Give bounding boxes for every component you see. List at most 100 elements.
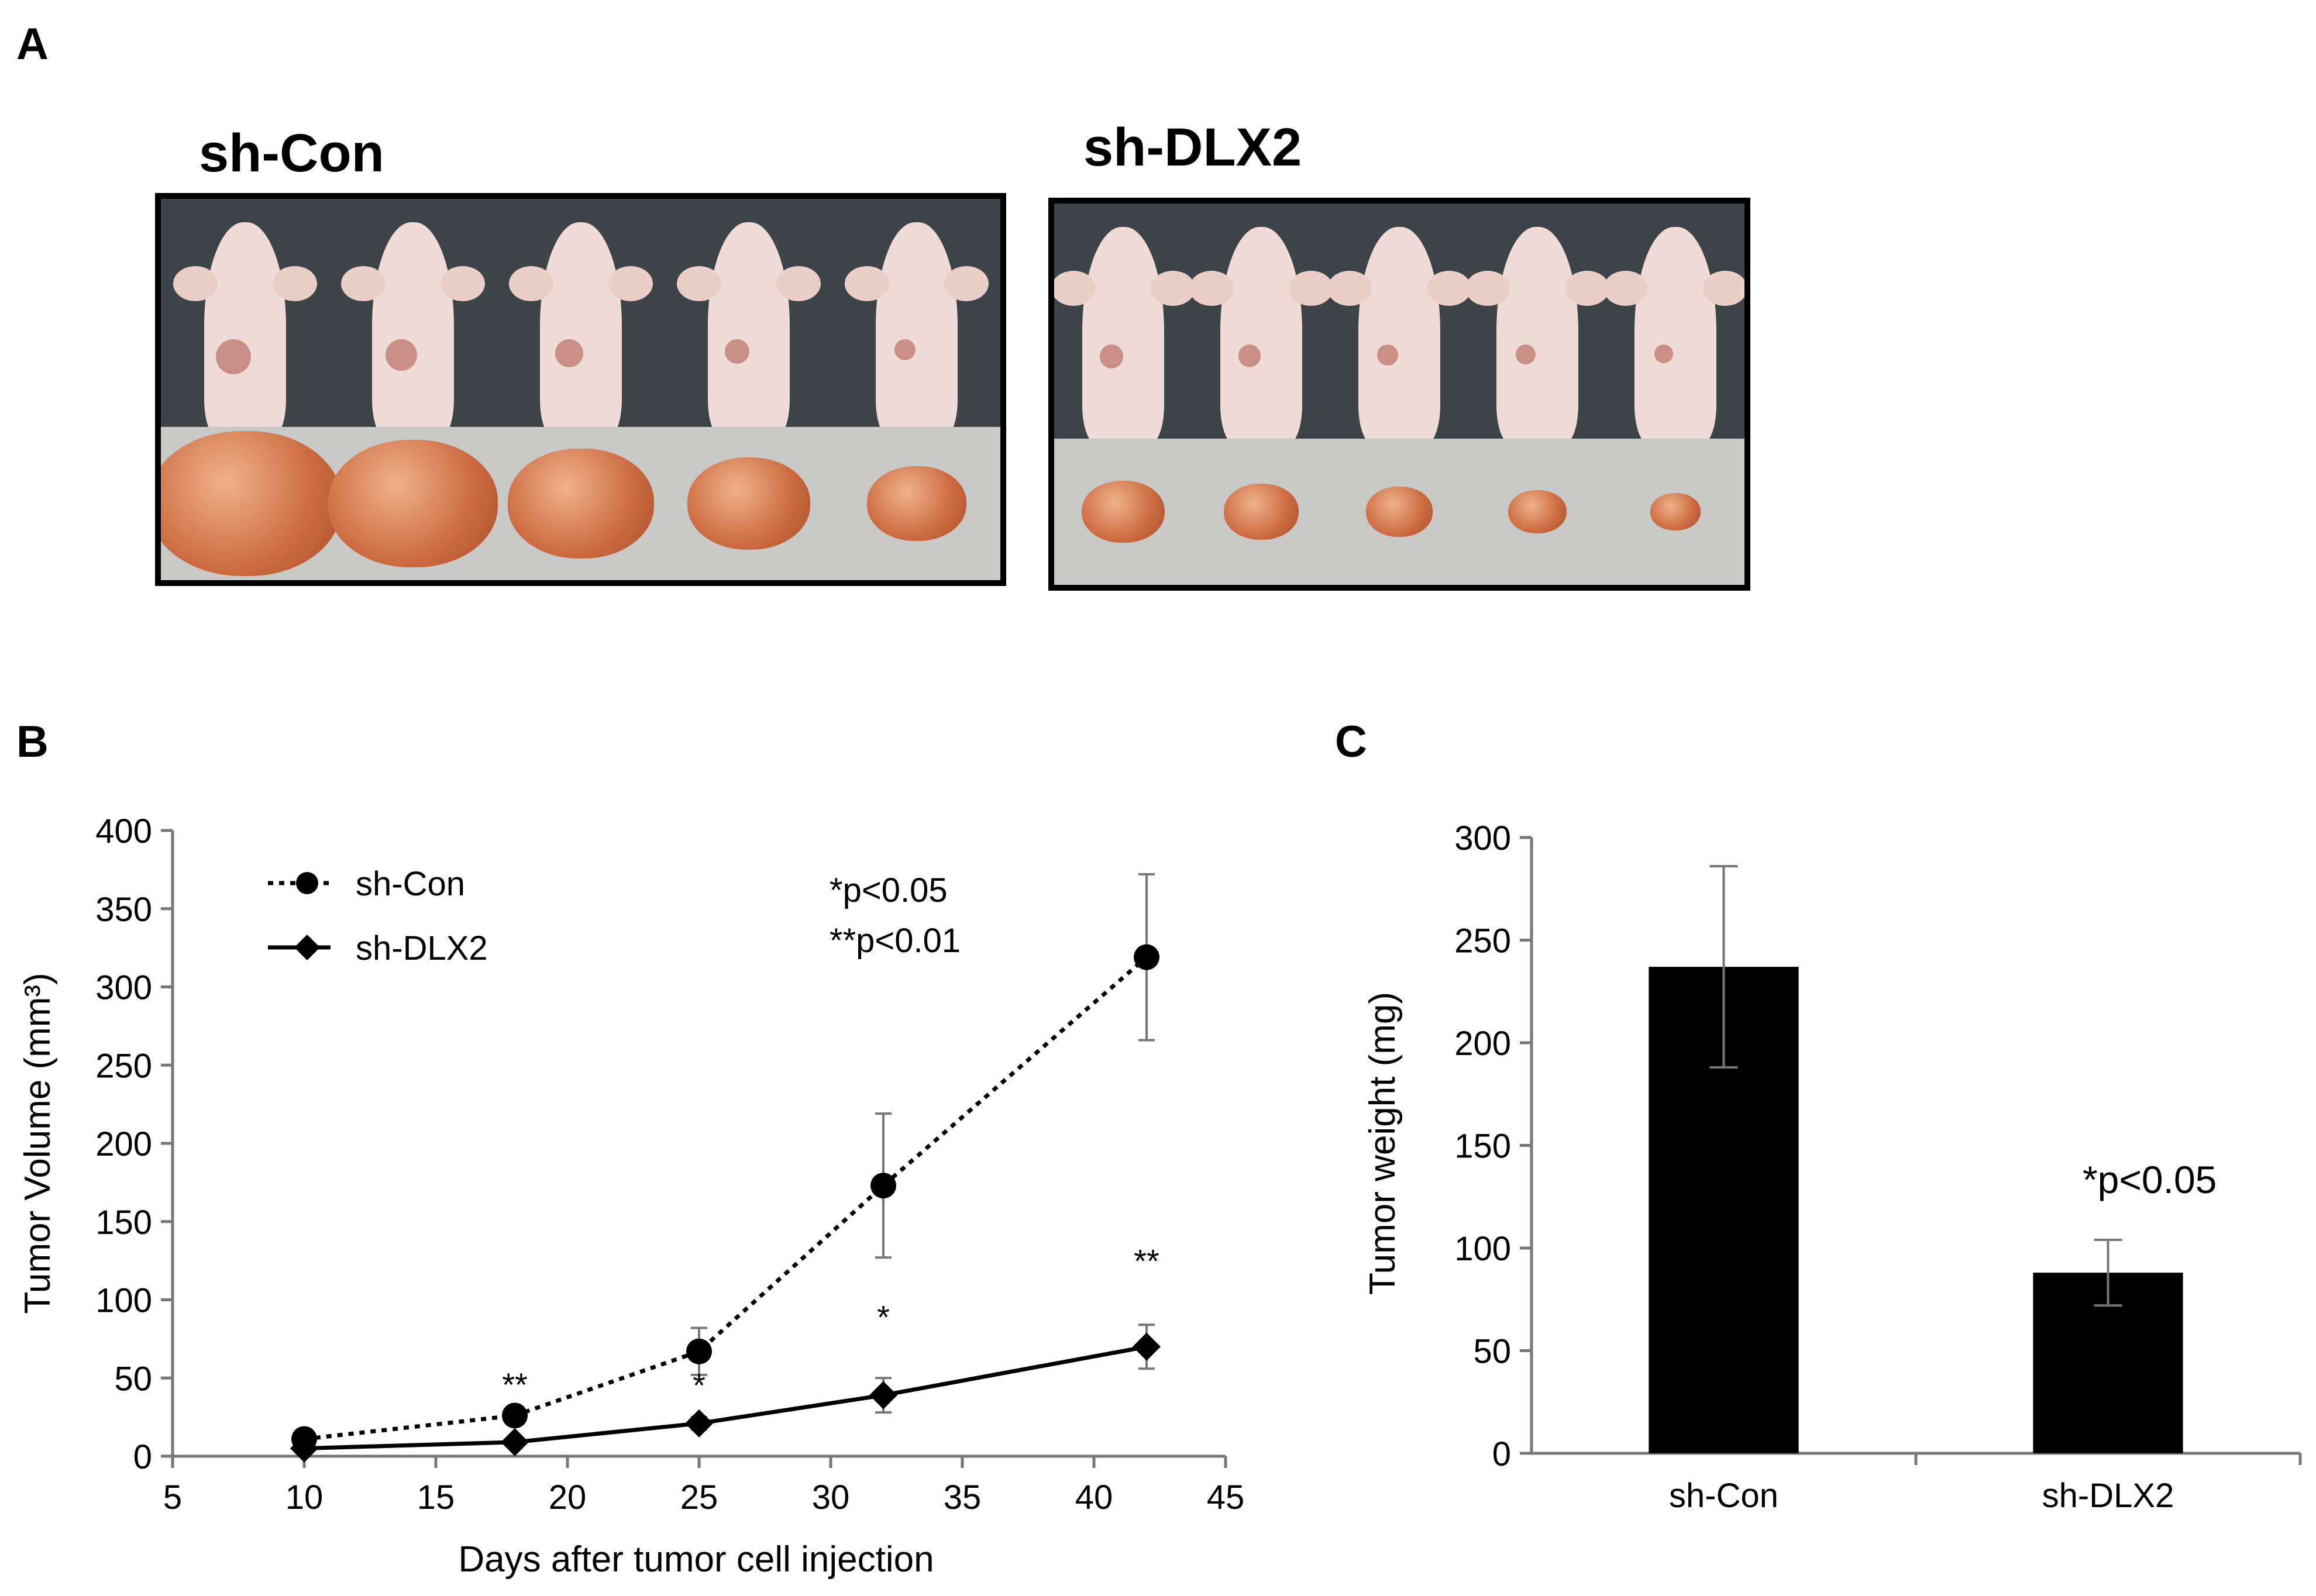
volume-x-tick-label: 20 <box>549 1478 587 1516</box>
data-point-sh-dlx2 <box>501 1428 529 1456</box>
mouse-ear <box>776 266 821 301</box>
volume-x-tick-label: 30 <box>812 1478 850 1516</box>
excised-tumor <box>328 440 498 567</box>
tumor-lesion <box>1099 344 1124 368</box>
data-point-sh-con <box>870 1173 896 1199</box>
mouse-ear <box>440 266 485 301</box>
data-point-sh-con <box>1134 944 1159 970</box>
volume-y-tick-label: 150 <box>95 1204 152 1242</box>
significance-mark: * <box>693 1367 706 1404</box>
volume-y-axis-title: Tumor Volume (mm³) <box>18 973 58 1314</box>
weight-chart: 0 50 100 150 200 250 300 sh-Con sh-DLX2 Tumor w… <box>1362 819 2302 1515</box>
volume-y-tick-label: 400 <box>95 812 152 850</box>
mouse-ear <box>173 266 218 301</box>
tumor-lesion <box>1654 344 1674 364</box>
mouse-ear <box>944 266 989 301</box>
tumors-photo-sh-con <box>161 427 1000 580</box>
data-point-sh-dlx2 <box>290 1434 318 1463</box>
tumor-lesion <box>1376 344 1399 366</box>
mouse <box>1634 227 1716 444</box>
excised-tumor <box>1508 490 1567 534</box>
data-point-sh-dlx2 <box>685 1409 713 1438</box>
mouse-ear <box>340 266 386 301</box>
data-point-sh-con <box>686 1338 712 1364</box>
volume-x-tick-label: 25 <box>680 1478 718 1516</box>
volume-x-tick-label: 10 <box>285 1478 324 1516</box>
volume-y-tick-label: 350 <box>95 891 152 929</box>
volume-y-tick-label: 300 <box>95 969 152 1007</box>
legend-marker-sh-dlx2 <box>294 935 320 960</box>
category-label-sh-dlx2: sh-DLX2 <box>2042 1477 2174 1515</box>
weight-y-tick-label: 150 <box>1454 1128 1511 1166</box>
weight-y-axis-title: Tumor weight (mg) <box>1362 992 1403 1295</box>
mouse <box>204 222 286 439</box>
volume-x-tick-label: 40 <box>1075 1478 1113 1516</box>
weight-y-tick-label: 100 <box>1454 1230 1511 1268</box>
excised-tumor <box>161 431 342 576</box>
mice-photo-sh-con <box>161 199 1000 439</box>
excised-tumor <box>507 449 654 559</box>
excised-tumor <box>866 466 966 541</box>
mouse-ear <box>508 266 553 301</box>
tumor-lesion <box>724 339 749 364</box>
mouse-ear <box>1327 271 1372 306</box>
volume-y-tick-label: 50 <box>114 1360 152 1398</box>
volume-x-tick-label: 45 <box>1207 1478 1245 1516</box>
excised-tumor <box>1224 484 1299 540</box>
mouse-ear <box>1703 271 1744 306</box>
weight-annotation: *p<0.05 <box>2083 1158 2217 1201</box>
tumor-lesion <box>894 339 916 360</box>
excised-tumor <box>687 457 810 550</box>
panel-label-b: B <box>16 717 49 767</box>
volume-legend: sh-Con sh-DLX2 <box>268 865 488 967</box>
weight-y-tick-label: 300 <box>1454 819 1511 857</box>
volume-x-tick-label: 15 <box>417 1478 455 1516</box>
mouse-ear <box>676 266 721 301</box>
mouse <box>707 222 790 439</box>
group-label-sh-con: sh-Con <box>199 123 384 183</box>
mouse-ear <box>1465 271 1510 306</box>
panel-label-c: C <box>1335 717 1367 767</box>
mouse-ear <box>1603 271 1648 306</box>
mouse <box>1082 227 1164 444</box>
significance-mark: ** <box>1134 1242 1159 1279</box>
tumor-lesion <box>215 339 251 374</box>
weight-y-tick-label: 0 <box>1492 1435 1511 1473</box>
data-point-sh-con <box>502 1402 528 1429</box>
significance-mark: ** <box>502 1366 528 1403</box>
legend-label-sh-con: sh-Con <box>356 865 465 903</box>
volume-chart: 0 50 100 150 200 250 300 350 400 5 10 15 20 25 30 35 40… <box>18 812 1244 1580</box>
volume-y-tick-label: 100 <box>95 1282 152 1320</box>
tumor-lesion <box>555 339 583 367</box>
mouse <box>1220 227 1302 444</box>
mouse <box>1358 227 1440 444</box>
mouse-ear <box>1189 271 1234 306</box>
mouse-ear <box>608 266 653 301</box>
tumors-photo-sh-dlx2 <box>1054 439 1744 585</box>
mouse-ear <box>1151 271 1195 306</box>
mouse-ear <box>1289 271 1333 306</box>
significance-mark: * <box>877 1298 890 1335</box>
mouse-ear <box>1427 271 1471 306</box>
tumor-lesion <box>385 339 417 371</box>
series-line-sh-dlx2 <box>304 1345 1147 1451</box>
category-label-sh-con: sh-Con <box>1669 1477 1778 1515</box>
tumor-lesion <box>1515 344 1536 365</box>
mouse-ear <box>844 266 889 301</box>
excised-tumor <box>1650 492 1701 531</box>
legend-marker-sh-con <box>296 872 318 894</box>
weight-y-tick-label: 50 <box>1473 1333 1511 1371</box>
legend-label-sh-dlx2: sh-DLX2 <box>356 929 488 967</box>
data-point-sh-dlx2 <box>1133 1332 1161 1361</box>
volume-y-tick-label: 0 <box>133 1438 152 1476</box>
volume-annotation-p005: *p<0.05 <box>830 871 948 909</box>
excised-tumor <box>1082 480 1165 543</box>
mouse <box>1496 227 1578 444</box>
mouse <box>539 222 622 439</box>
volume-y-tick-label: 250 <box>95 1047 152 1085</box>
mouse-ear <box>1565 271 1609 306</box>
photo-sh-con <box>155 193 1006 586</box>
panel-label-a: A <box>16 19 49 69</box>
volume-x-tick-label: 5 <box>163 1478 182 1516</box>
volume-x-axis-title: Days after tumor cell injection <box>458 1539 934 1580</box>
